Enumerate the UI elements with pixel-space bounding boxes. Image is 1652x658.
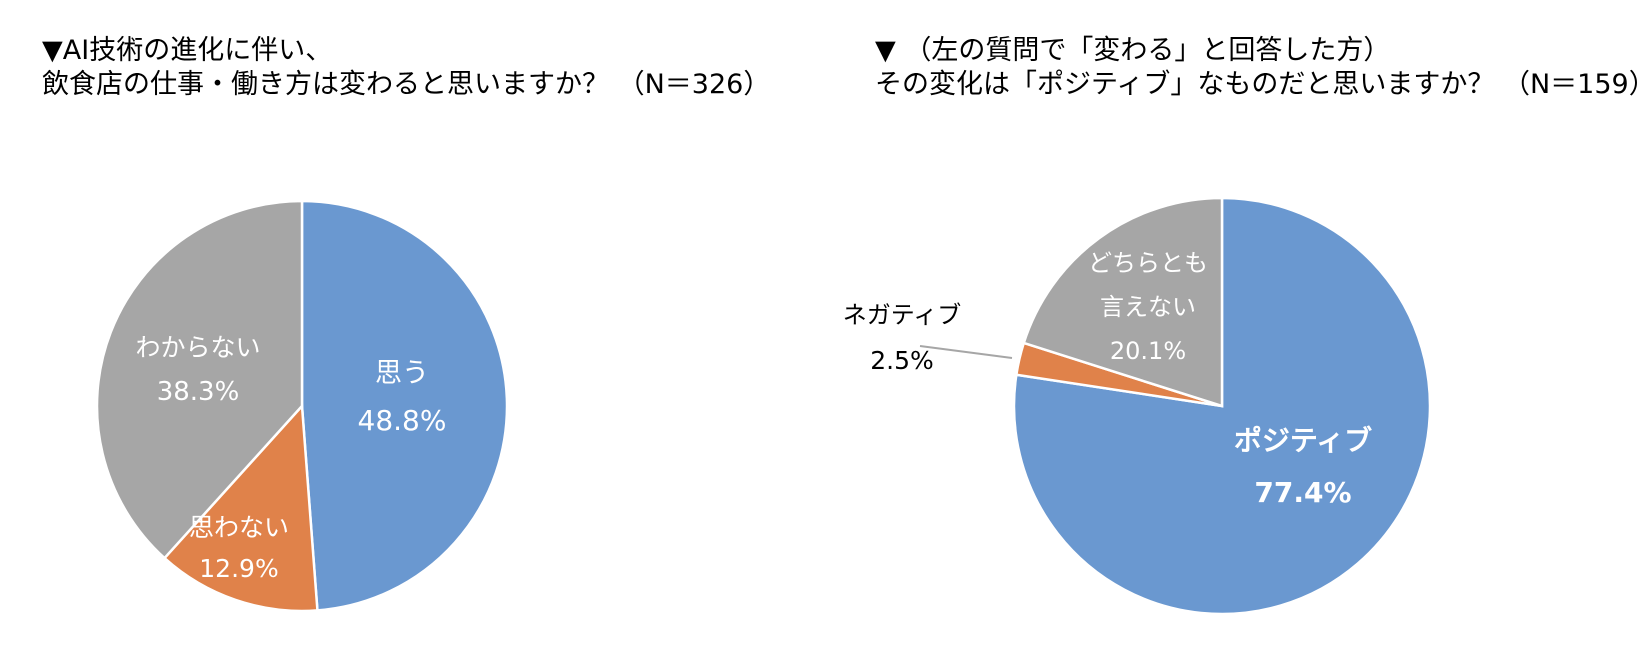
pie2-value-label-1: 2.5% (870, 346, 934, 375)
chart1-title: ▼AI技術の進化に伴い、 飲食店の仕事・働き方は変わると思いますか？ （N＝32… (42, 34, 770, 102)
pie1-value-label-0: 48.8% (358, 404, 447, 437)
pie2-leader-line (919, 345, 1013, 359)
pie1-slice-0 (300, 199, 509, 612)
pie2-category-label-2: 言えない (1100, 293, 1196, 321)
pie2-category-label-0: ポジティブ (1234, 424, 1372, 457)
pie1-category-label-2: わからない (135, 333, 260, 362)
chart2-title: ▼ （左の質問で「変わる」と回答した方） その変化は「ポジティブ」なものだと思い… (875, 34, 1652, 102)
pie2-slice-2 (1022, 196, 1224, 408)
pie2-value-label-2: 20.1% (1110, 337, 1186, 365)
chart1-title-line2: 飲食店の仕事・働き方は変わると思いますか？ （N＝326） (42, 69, 771, 100)
pie-chart-1: 思う 48.8% 思わない 12.9% わからない 38.3% (95, 199, 509, 613)
chart2-title-line2: その変化は「ポジティブ」なものだと思いますか？ （N＝159） (875, 69, 1652, 100)
pie1-slice-1 (162, 403, 319, 613)
pie2-category-label-2: どちらとも (1088, 249, 1208, 277)
pie1-value-label-1: 12.9% (199, 554, 278, 583)
pie1-category-label-0: 思う (375, 358, 429, 389)
pie2-value-label-0: 77.4% (1254, 476, 1351, 509)
pie1-slice-2 (95, 199, 304, 560)
chart2-title-line1: ▼ （左の質問で「変わる」と回答した方） (875, 35, 1391, 66)
pie2-category-label-1: ネガティブ (843, 301, 962, 329)
pie1-value-label-2: 38.3% (157, 377, 240, 407)
chart1-title-line1: ▼AI技術の進化に伴い、 (42, 35, 333, 66)
pie1-category-label-1: 思わない (189, 513, 289, 542)
